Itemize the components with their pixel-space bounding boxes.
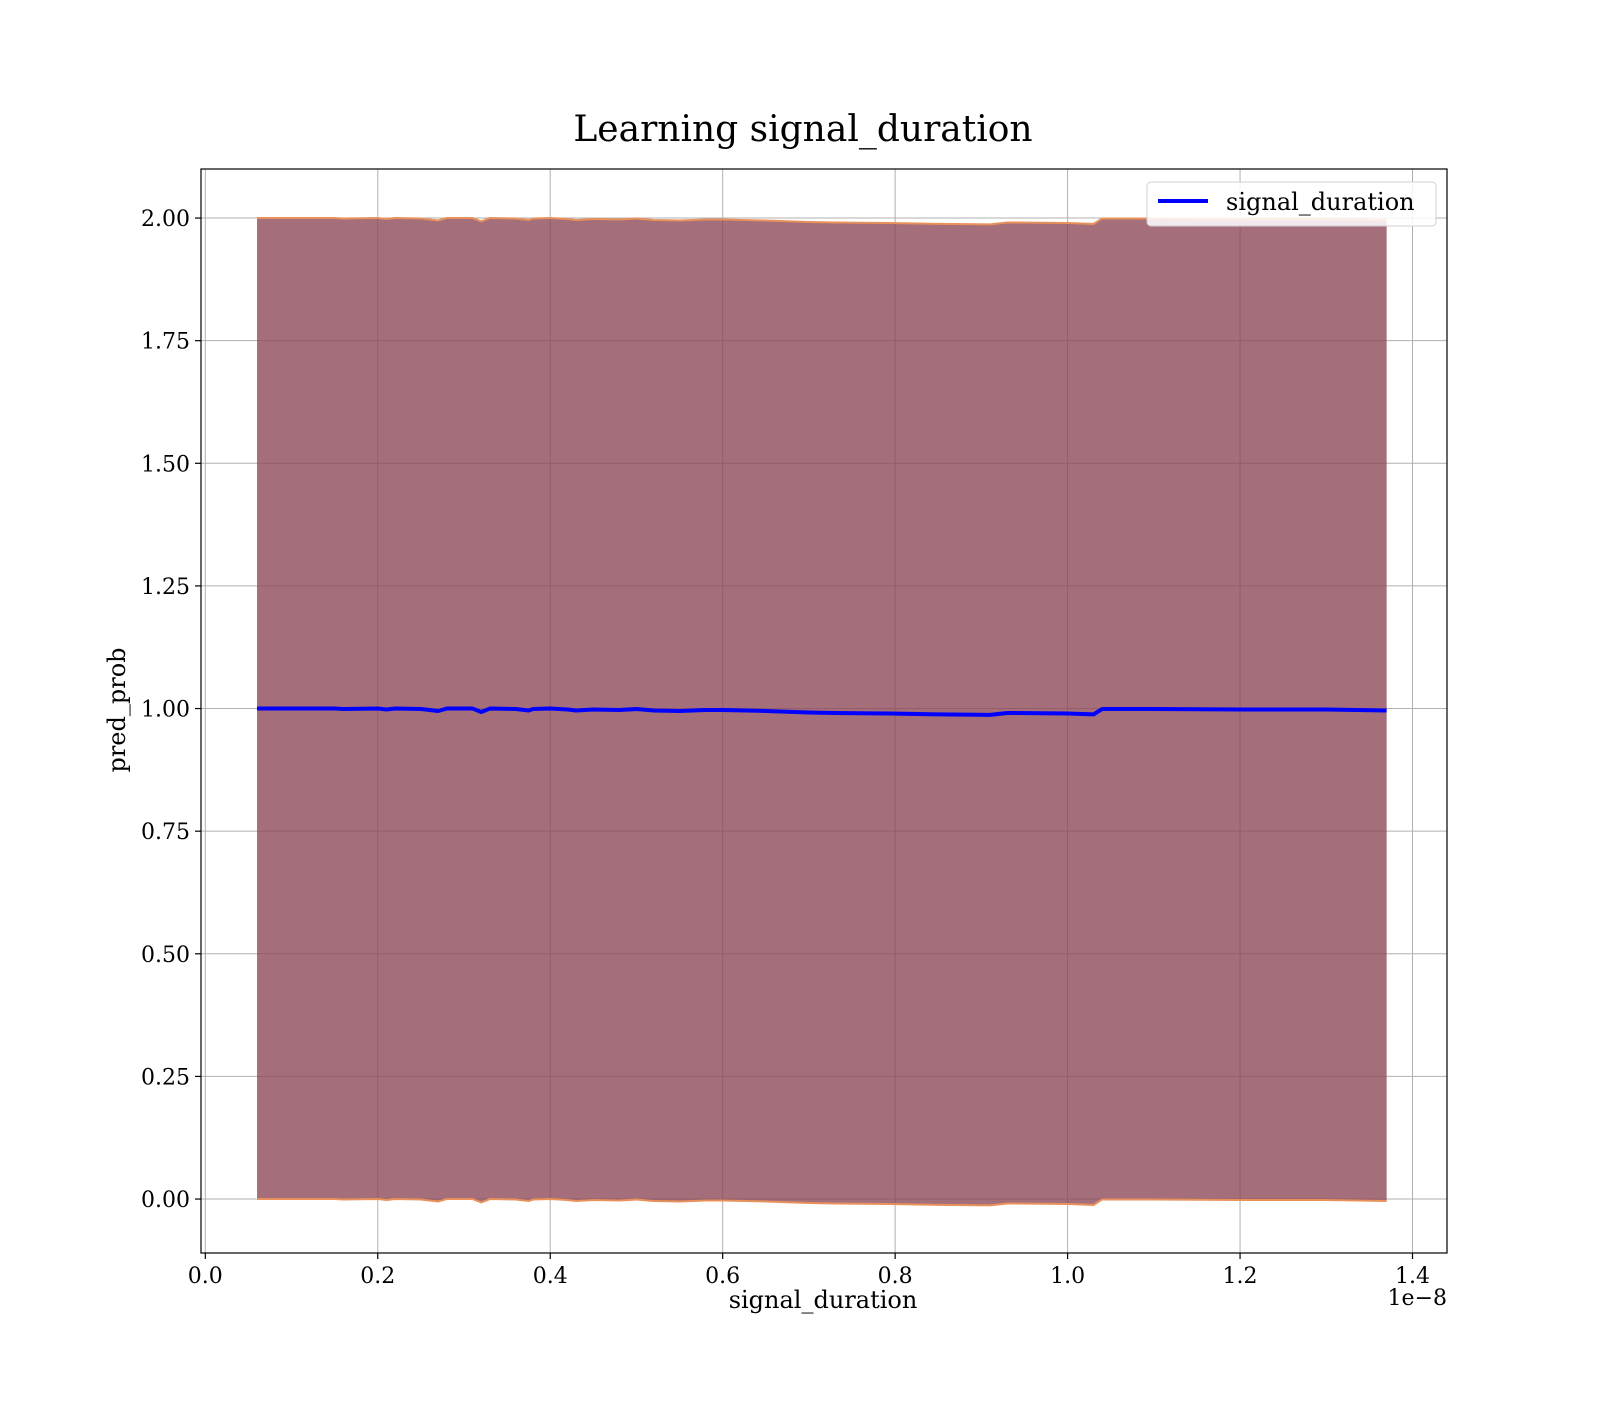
x-tick-label: 1.4 — [1395, 1264, 1430, 1289]
chart-title: Learning signal_duration — [573, 109, 1032, 150]
y-tick-label: 1.75 — [141, 330, 190, 355]
y-tick-label: 1.50 — [141, 452, 190, 477]
plot-frame — [200, 168, 1448, 1254]
y-tick-label: 0.00 — [141, 1188, 190, 1213]
y-axis-label: pred_prob — [103, 647, 131, 772]
x-axis-label: signal_duration — [729, 1286, 918, 1314]
series-line-signal-duration — [257, 706, 1387, 717]
x-tick-label: 0.2 — [360, 1264, 395, 1289]
x-tick-label: 0.0 — [188, 1264, 223, 1289]
x-tick-label: 0.4 — [533, 1264, 568, 1289]
y-axis-ticks: 0.00 0.25 0.50 0.75 1.00 1.25 1.50 1.75 2.00 — [141, 207, 201, 1213]
x-tick-label: 1.2 — [1223, 1264, 1258, 1289]
y-tick-label: 0.50 — [141, 943, 190, 968]
x-axis-offset-label: 1e−8 — [1388, 1286, 1447, 1311]
x-tick-label: 1.0 — [1050, 1264, 1085, 1289]
x-tick-label: 0.8 — [878, 1264, 913, 1289]
legend-entry-signal-duration: signal_duration — [1226, 188, 1415, 216]
y-tick-label: 1.25 — [141, 575, 190, 600]
legend: signal_duration — [1146, 181, 1437, 227]
y-tick-label: 0.25 — [141, 1065, 190, 1090]
y-tick-label: 0.75 — [141, 820, 190, 845]
y-tick-label: 1.00 — [141, 698, 190, 723]
legend-box — [1146, 181, 1437, 227]
series-layer — [257, 706, 1387, 717]
band-upper-edge — [257, 217, 1387, 226]
x-tick-label: 0.6 — [705, 1264, 740, 1289]
x-axis-ticks: 0.0 0.2 0.4 0.6 0.8 1.0 1.2 1.4 — [188, 1253, 1430, 1289]
y-tick-label: 2.00 — [141, 207, 190, 232]
band-lower-edge — [257, 1198, 1387, 1207]
